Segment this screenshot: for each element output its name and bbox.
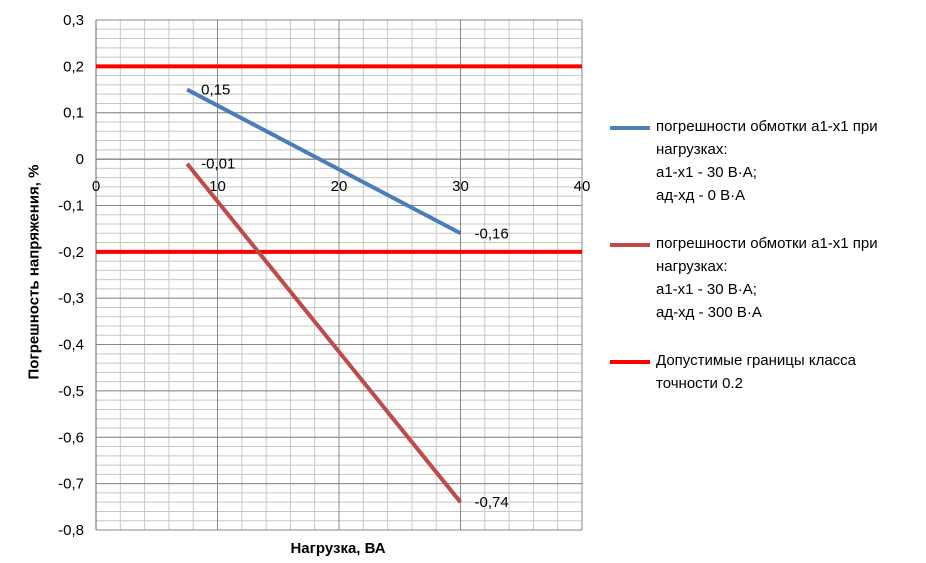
data-label: -0,16	[475, 225, 509, 242]
y-tick-label: 0	[76, 151, 84, 168]
legend-item-series-2: погрешности обмотки а1-х1 при нагрузках:…	[610, 232, 910, 324]
data-label: -0,74	[475, 494, 509, 511]
y-tick-label: -0,1	[58, 197, 84, 214]
y-tick-label: -0,4	[58, 337, 84, 354]
legend-swatch-series-2	[610, 243, 650, 247]
legend-label-line: погрешности обмотки а1-х1 при	[656, 118, 878, 135]
x-tick-label: 30	[452, 178, 469, 195]
legend-swatch-limits	[610, 360, 650, 364]
legend-label-line: нагрузках:	[656, 258, 728, 275]
grid	[95, 19, 583, 531]
x-tick-label: 10	[209, 178, 226, 195]
legend-label-line: ад-хд - 0 В·А	[656, 187, 746, 204]
y-axis-label: Погрешность напряжения, %	[25, 164, 43, 380]
y-tick-label: -0,6	[58, 429, 84, 446]
legend-label-line: погрешности обмотки а1-х1 при	[656, 235, 878, 252]
legend-item-series-1: погрешности обмотки а1-х1 при нагрузках:…	[610, 115, 910, 207]
legend-label-line: точности 0.2	[656, 375, 743, 392]
x-tick-label: 20	[331, 178, 348, 195]
data-label: -0,01	[201, 156, 235, 173]
y-tick-label: 0,2	[63, 58, 84, 75]
y-tick-label: -0,8	[58, 522, 84, 539]
legend-label-line: Допустимые границы класса	[656, 352, 857, 369]
legend-label-line: нагрузках:	[656, 141, 728, 158]
x-tick-label: 40	[574, 178, 591, 195]
y-tick-label: -0,3	[58, 290, 84, 307]
x-tick-label: 0	[92, 178, 100, 195]
series-line-1	[186, 87, 462, 236]
x-axis-label: Нагрузка, ВА	[290, 540, 386, 557]
y-tick-label: 0,3	[63, 12, 84, 29]
series-group: 0,15 -0,16 -0,01 -0,74	[96, 64, 582, 511]
series-line-2	[185, 162, 463, 504]
y-tick-label: -0,7	[58, 476, 84, 493]
tick-labels: 0,3 0,2 0,1 0 -0,1 -0,2 -0,3 -0,4 -0,5 -0,6 -0,7 -0…	[58, 12, 590, 539]
legend-swatch-series-1	[610, 126, 650, 130]
legend-label-line: ад-хд - 300 В·А	[656, 304, 762, 321]
legend: погрешности обмотки а1-х1 при нагрузках:…	[610, 115, 910, 420]
legend-item-limits: Допустимые границы класса точности 0.2	[610, 349, 910, 395]
legend-label-line: а1-х1 - 30 В·А;	[656, 281, 757, 298]
legend-label-line: а1-х1 - 30 В·А;	[656, 164, 757, 181]
axes	[95, 20, 582, 530]
y-tick-label: -0,5	[58, 383, 84, 400]
data-label: 0,15	[201, 82, 230, 99]
y-tick-label: 0,1	[63, 105, 84, 122]
y-tick-label: -0,2	[58, 244, 84, 261]
